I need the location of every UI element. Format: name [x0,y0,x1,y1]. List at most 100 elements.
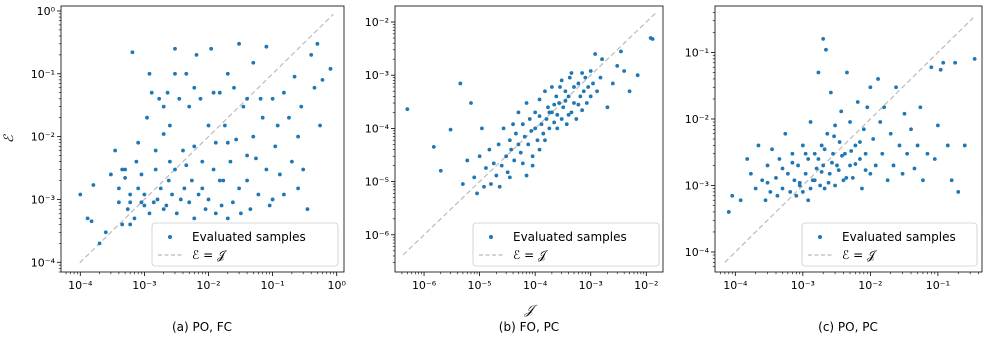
data-point [552,102,557,107]
data-point [537,97,542,102]
reference-line [724,17,974,263]
data-point [123,176,127,180]
reference-line [402,12,657,256]
y-tick-label: 10⁻³ [31,193,55,206]
data-point [900,171,905,176]
data-point [248,207,253,212]
data-point [213,140,218,145]
data-point [151,200,156,205]
data-point [554,94,559,99]
data-point [315,41,320,46]
data-point [173,71,177,76]
data-point [198,96,203,101]
data-point [941,60,946,65]
data-point [496,142,501,147]
data-point [882,105,887,110]
data-point [816,70,821,75]
data-point [142,192,147,197]
data-point [157,96,162,101]
legend-entry-samples: Evaluated samples [842,230,956,244]
data-point [168,123,172,128]
data-point [569,71,574,75]
data-point [547,110,552,115]
data-point [535,138,540,143]
data-point [182,186,187,191]
x-tick-label: 10⁻¹ [260,279,284,292]
data-point [173,46,177,51]
data-point [905,151,910,156]
data-point [861,127,866,132]
data-point [546,105,550,110]
data-point [123,167,127,172]
data-point [831,151,835,156]
data-point [318,123,322,128]
data-point [125,207,130,212]
data-point [484,166,488,170]
data-point [537,114,542,119]
data-point [89,219,94,224]
data-point [312,85,317,90]
data-point [273,144,278,149]
y-tick-label: 10⁻⁴ [31,256,56,269]
data-point [593,52,598,56]
data-point [507,138,512,143]
data-point [580,71,585,75]
data-point [520,161,525,166]
y-tick-label: 10⁻⁴ [685,246,710,259]
data-point [828,90,833,95]
data-point [245,178,249,183]
data-point [909,127,913,132]
data-point [200,159,205,164]
legend: Evaluated samples ℰ = 𝒥 [801,222,978,267]
data-point [516,142,521,147]
data-point [512,158,517,163]
data-point [845,70,849,75]
data-point [237,186,241,191]
data-point [136,186,141,191]
data-point [228,159,233,164]
data-point [760,178,765,183]
data-point [155,197,160,202]
data-point [511,122,515,127]
data-point [555,112,560,117]
legend-marker [489,235,493,239]
data-point [833,183,837,188]
data-point [438,168,443,173]
legend: Evaluated samples ℰ = 𝒥 [151,222,339,267]
data-point [748,171,753,176]
data-point [774,176,778,180]
data-point [819,170,824,174]
panel-c: 10⁻⁴ 10⁻³ 10⁻² 10⁻¹ 10⁻⁴ 10⁻³ 10⁻² 10⁻¹ (c) PO,… [685,5,983,334]
data-point [480,126,484,131]
data-point [161,132,166,136]
data-point [225,140,230,145]
data-point [260,115,265,120]
data-point [132,216,137,221]
data-point [270,96,275,101]
data-point [827,171,832,176]
data-point [158,186,163,191]
data-point [756,143,761,148]
data-point [730,193,735,198]
data-point [232,85,236,90]
data-point [147,211,152,216]
data-point [139,200,144,205]
data-point [130,50,135,55]
data-point [843,151,847,156]
data-point [780,186,785,191]
data-point [819,143,824,148]
data-point [576,81,581,86]
data-point [932,157,937,161]
data-point [211,90,216,95]
panel-caption: (c) PO, PC [818,320,878,334]
data-point [848,120,852,124]
data-point [264,44,269,49]
x-tick-label: 10⁰ [327,279,346,292]
ticks-group: 10⁻⁴ 10⁻³ 10⁻² 10⁻¹ 10⁻⁴ 10⁻³ 10⁻² 10⁻¹ [685,12,979,292]
legend-box [151,222,339,267]
data-point [765,180,770,185]
data-point [880,151,885,156]
data-point [863,168,868,173]
data-point [211,167,216,172]
data-point [238,211,243,216]
